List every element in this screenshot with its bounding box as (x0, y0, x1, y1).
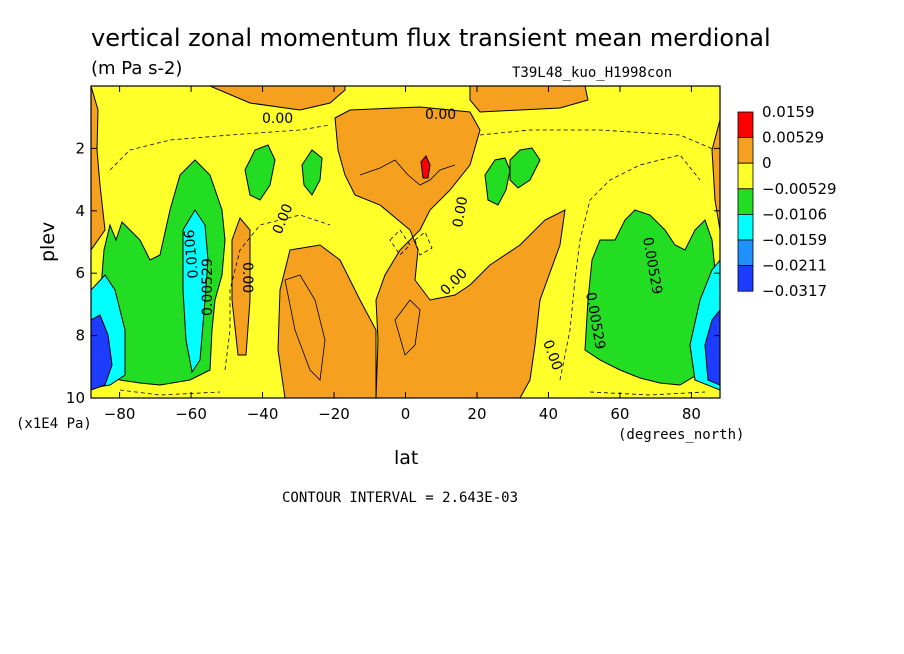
y-tick-label: 6 (75, 264, 85, 282)
x-tick-label: 40 (539, 405, 558, 423)
contour-interval: CONTOUR INTERVAL = 2.643E-03 (282, 490, 518, 506)
colorbar-swatch (737, 137, 754, 164)
contour-label-8: 0.00529 (200, 258, 216, 316)
contour-label-9: 0.0106 (182, 229, 202, 279)
positive-contours (284, 159, 456, 381)
y-tick-label: 2 (75, 139, 85, 157)
chart-title: vertical zonal momentum flux transient m… (91, 24, 771, 52)
x-tick-label: 60 (610, 405, 629, 423)
colorbar-label: 0.0159 (762, 103, 815, 121)
band-orange-center (334, 106, 566, 398)
contour-label-4: 0.00 (450, 195, 471, 228)
band-blue-right-pole (704, 309, 720, 386)
colorbar-label: −0.0317 (762, 282, 827, 300)
band-cyan-60S (182, 209, 209, 374)
x-tick-label: 20 (467, 405, 486, 423)
y-tick-label: 4 (75, 202, 85, 220)
x-tick-label: −20 (318, 405, 350, 423)
colorbar-swatch (737, 239, 754, 267)
colorbar-label: −0.0159 (762, 231, 827, 249)
y-tick-label: 10 (66, 389, 85, 407)
colorbar-label: 0.00529 (762, 129, 824, 147)
band-orange-top-right (469, 86, 589, 113)
chart-units: (m Pa s-2) (91, 58, 182, 79)
contour-label-7: 0.00 (239, 262, 255, 293)
x-axis-units: (degrees_north) (618, 427, 744, 443)
band-green-right-upper (484, 157, 511, 206)
colorbar-swatch (737, 213, 754, 241)
y-tick-label: 8 (75, 327, 85, 345)
band-orange-left-strip (231, 217, 251, 356)
x-tick-label: 80 (682, 405, 701, 423)
band-green-left-upper (244, 144, 276, 201)
band-blue-left-pole (91, 314, 113, 391)
band-green-left-upper2 (301, 149, 323, 196)
colorbar-label: −0.0106 (762, 205, 827, 223)
colorbar-swatch (737, 265, 754, 292)
x-tick-label: −40 (247, 405, 279, 423)
x-tick-label: −60 (175, 405, 207, 423)
band-green-right-upper2 (509, 147, 541, 189)
band-green-right-main (584, 209, 716, 386)
colorbar-swatch (737, 162, 754, 190)
x-tick-label: −80 (104, 405, 136, 423)
band-orange-left-edge (91, 86, 106, 251)
band-orange-right-edge (711, 119, 720, 231)
colorbar-swatch (737, 111, 754, 139)
colorbar: 0.0159 0.00529 0 −0.00529 −0.0106 −0.0159 −0.0… (737, 103, 837, 300)
band-orange-top-left (91, 86, 346, 111)
contour-label-1: 0.00 (262, 111, 293, 127)
contour-label-2: 0.00 (425, 107, 456, 123)
colorbar-swatch (737, 188, 754, 215)
y-axis-title: plev (37, 222, 59, 262)
colorbar-label: −0.0211 (762, 257, 827, 275)
x-axis: −80 −60 −40 −20 0 20 40 60 80 (104, 86, 701, 423)
negative-contours (109, 124, 716, 396)
y-axis: 2 4 6 8 10 (66, 139, 720, 407)
contour-fill (91, 86, 720, 398)
x-axis-title: lat (394, 447, 418, 469)
plot-area: 0.00 0.00 0.00 0.00 0.00 0.00 0.00 0.005… (90, 85, 721, 399)
x-tick-label: 0 (401, 405, 411, 423)
band-orange-left-lower (277, 244, 377, 398)
colorbar-label: 0 (762, 154, 772, 172)
colorbar-label: −0.00529 (762, 180, 837, 198)
band-red-max (420, 155, 431, 179)
y-axis-units: (x1E4 Pa) (16, 416, 92, 432)
experiment-label: T39L48_kuo_H1998con (512, 65, 672, 81)
